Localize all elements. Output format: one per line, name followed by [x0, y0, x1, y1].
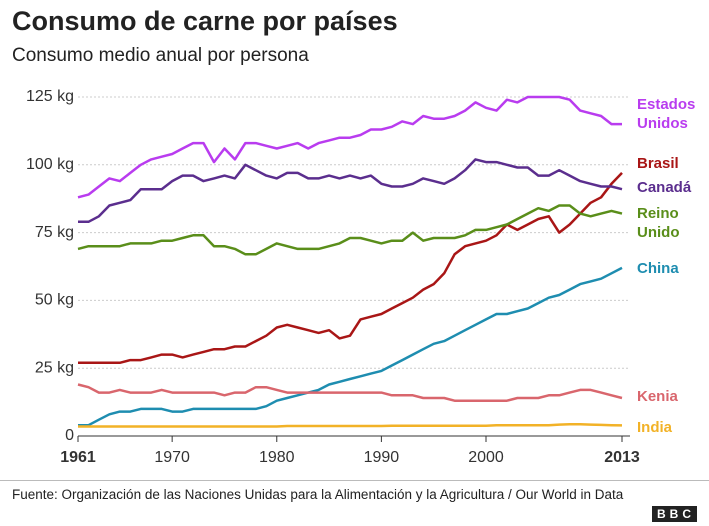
series-line: [78, 266, 623, 427]
series-line: [78, 423, 623, 428]
series-line: [77, 204, 623, 256]
chart: 0 25 kg 50 kg 75 kg 100 kg 125 kg 1961 1970 1980…: [26, 88, 640, 466]
y-tick-label: 75 kg: [35, 224, 74, 241]
y-tick-label: 50 kg: [35, 292, 74, 309]
series-line: [77, 383, 623, 402]
series-line: [78, 158, 623, 224]
series-label: Reino Unido: [637, 205, 680, 241]
series-label: Kenia: [637, 388, 678, 405]
series-line: [77, 95, 622, 199]
series-line: [78, 172, 623, 365]
x-tick-label: 1990: [364, 449, 400, 466]
x-tick-label: 2000: [468, 449, 504, 466]
logo: BBC: [652, 506, 697, 522]
series-label: China: [637, 260, 679, 277]
chart-subtitle: Consumo medio anual por persona: [12, 45, 309, 66]
series-label: India: [637, 419, 673, 436]
divider: [0, 480, 709, 481]
y-tick-label: 100 kg: [26, 156, 74, 173]
x-tick-label: 1961: [60, 449, 96, 466]
series-label: Brasil: [637, 155, 679, 172]
y-tick-label: 0: [65, 427, 74, 444]
source-note: Fuente: Organización de las Naciones Uni…: [12, 487, 624, 502]
x-tick-label: 1980: [259, 449, 295, 466]
y-tick-label: 25 kg: [35, 359, 74, 376]
series-label: Canadá: [637, 179, 692, 196]
series-label: Estados Unidos: [637, 96, 696, 132]
y-tick-label: 125 kg: [26, 88, 74, 105]
x-tick-label: 2013: [604, 449, 640, 466]
chart-title: Consumo de carne por países: [12, 6, 398, 36]
x-tick-label: 1970: [154, 449, 190, 466]
